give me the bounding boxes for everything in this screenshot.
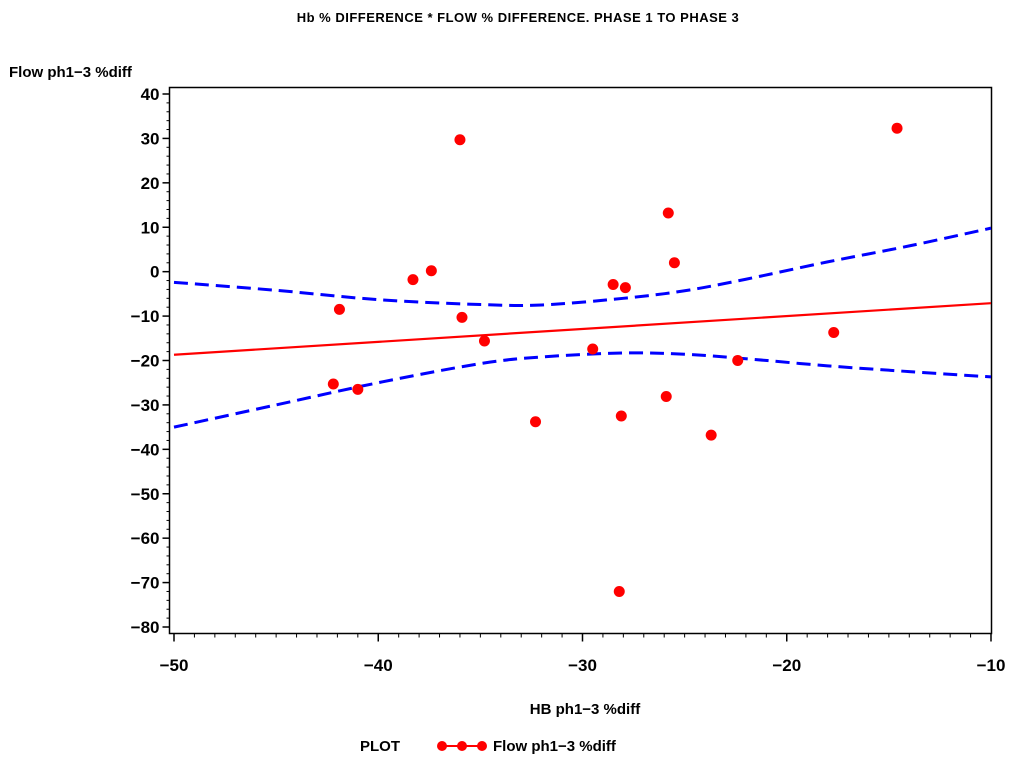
data-point xyxy=(587,343,599,355)
data-point xyxy=(407,274,419,286)
legend-marker-1 xyxy=(437,741,447,751)
x-tick-label: −30 xyxy=(568,656,597,675)
data-point xyxy=(478,335,490,347)
y-tick-label: −40 xyxy=(131,440,160,459)
data-point xyxy=(705,429,717,441)
x-axis-label: HB ph1−3 %diff xyxy=(530,701,641,718)
data-point xyxy=(660,390,672,402)
data-point xyxy=(333,303,345,315)
data-point xyxy=(891,122,903,134)
x-tick-label: −20 xyxy=(772,656,801,675)
data-point xyxy=(732,355,744,366)
data-point xyxy=(619,282,631,294)
legend: PLOT Flow ph1−3 %diff xyxy=(360,738,617,755)
chart-title: Hb % DIFFERENCE * FLOW % DIFFERENCE. PHA… xyxy=(297,10,740,25)
legend-marker-3 xyxy=(477,741,487,751)
data-point xyxy=(456,311,468,323)
data-point xyxy=(662,207,674,219)
data-point xyxy=(607,279,619,291)
legend-entry-label: Flow ph1−3 %diff xyxy=(493,738,617,755)
legend-marker-2 xyxy=(457,741,467,751)
data-point xyxy=(613,585,625,597)
regression-line xyxy=(173,302,992,356)
y-tick-label: 10 xyxy=(141,218,160,237)
upper-confidence-line xyxy=(173,226,992,308)
data-point xyxy=(425,265,437,277)
y-tick-label: 40 xyxy=(141,85,160,104)
data-point xyxy=(668,257,680,269)
data-point xyxy=(454,134,466,146)
data-point xyxy=(530,416,542,428)
data-point xyxy=(352,383,364,395)
y-tick-label: −20 xyxy=(131,352,160,371)
y-axis: 40 30 20 10 0 −10 −20 −30 −40 −50 −60 −70 −80 xyxy=(131,85,170,637)
y-tick-label: 20 xyxy=(141,174,160,193)
data-point xyxy=(327,378,339,390)
y-tick-label: −50 xyxy=(131,485,160,504)
data-point xyxy=(615,410,627,422)
plot-frame xyxy=(168,86,993,635)
x-tick-label: −10 xyxy=(977,656,1006,675)
x-tick-label: −50 xyxy=(160,656,189,675)
x-tick-label: −40 xyxy=(364,656,393,675)
data-points xyxy=(327,122,903,597)
y-tick-label: −70 xyxy=(131,574,160,593)
y-tick-label: −30 xyxy=(131,396,160,415)
y-axis-label: Flow ph1−3 %diff xyxy=(9,64,133,81)
y-tick-label: −10 xyxy=(131,307,160,326)
y-tick-label: −80 xyxy=(131,618,160,637)
plot-area xyxy=(168,86,993,635)
confidence-band xyxy=(173,226,992,429)
x-axis: −50 −40 −30 −20 −10 xyxy=(160,633,1006,675)
lower-confidence-line xyxy=(173,351,992,429)
y-tick-label: 0 xyxy=(150,263,159,282)
y-tick-label: −60 xyxy=(131,529,160,548)
y-tick-label: 30 xyxy=(141,129,160,148)
legend-title: PLOT xyxy=(360,738,400,755)
fit-line xyxy=(173,302,992,356)
data-point xyxy=(828,327,840,339)
